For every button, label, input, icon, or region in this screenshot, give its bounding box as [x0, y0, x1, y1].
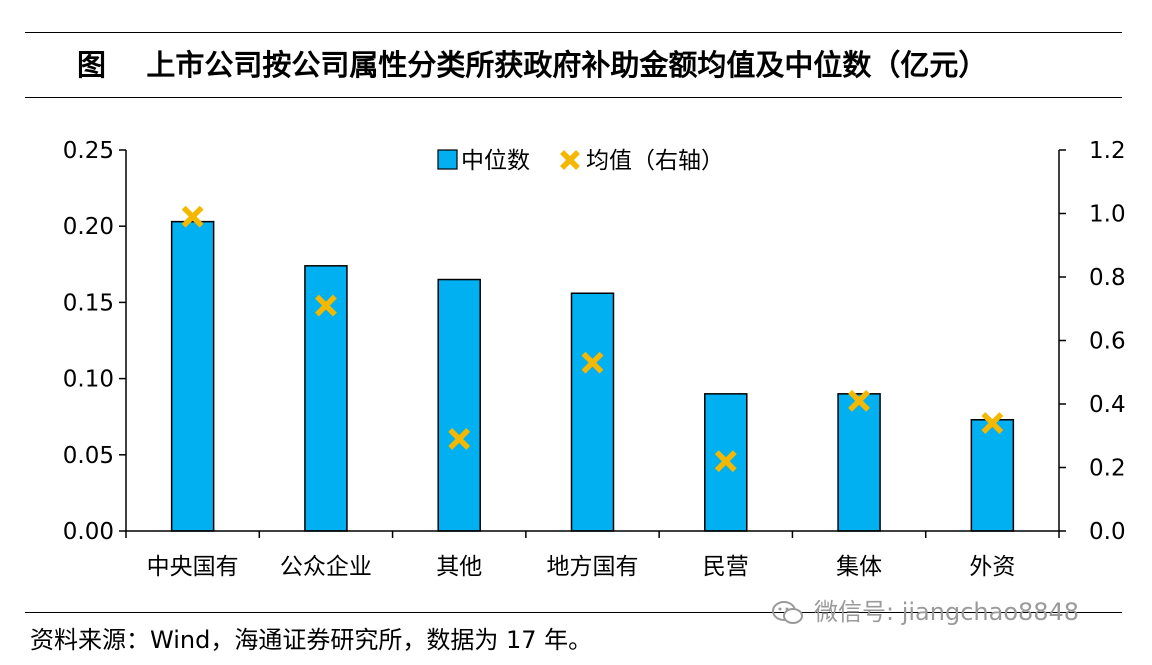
marker-stroke	[560, 150, 580, 170]
bar	[970, 418, 1015, 532]
bottom-rule	[25, 612, 1122, 613]
bar	[570, 292, 615, 532]
wechat-icon	[772, 601, 803, 624]
mean-marker	[181, 205, 204, 228]
left-tick-label: 0.25	[63, 138, 114, 164]
bar	[170, 220, 215, 532]
legend-marker-swatch	[560, 150, 580, 170]
right-tick-label: 1.0	[1089, 202, 1126, 228]
marker-stroke	[448, 427, 471, 450]
x-tick-label: 地方国有	[547, 554, 639, 580]
watermark: 微信号: jiangchao8848	[770, 592, 1079, 627]
x-tick-label: 公众企业	[280, 554, 372, 580]
left-tick-label: 0.10	[63, 367, 114, 393]
x-tick-label: 中央国有	[147, 554, 239, 580]
top-rule	[25, 32, 1122, 33]
right-tick-label: 1.2	[1089, 138, 1126, 164]
left-tick-label: 0.15	[63, 290, 114, 316]
x-tick-label: 集体	[836, 554, 882, 580]
left-tick-label: 0.20	[63, 214, 114, 240]
mean-marker	[581, 351, 604, 374]
right-tick-label: 0.8	[1089, 265, 1126, 291]
bar	[437, 278, 481, 532]
chart-canvas: 0.00 0.05 0.10 0.15 0.20 0.25 0.0 0.2 0.4 0.6 0.8 1…	[63, 138, 1126, 580]
left-tick-label: 0.00	[63, 519, 114, 545]
marker-stroke	[581, 351, 604, 374]
bar	[304, 265, 348, 532]
right-tick-label: 0.6	[1089, 329, 1126, 355]
marker-stroke	[981, 412, 1004, 434]
marker-stroke	[314, 294, 337, 317]
marker-stroke	[848, 389, 871, 412]
markers-group	[181, 205, 1004, 473]
mean-marker	[981, 412, 1004, 434]
right-tick-label: 0.4	[1089, 392, 1126, 418]
mean-marker	[714, 450, 737, 473]
watermark-text: 微信号: jiangchao8848	[814, 598, 1080, 626]
axes-group: 0.00 0.05 0.10 0.15 0.20 0.25 0.0 0.2 0.4 0.6 0.8 1…	[63, 138, 1126, 580]
left-tick-label: 0.05	[63, 443, 114, 469]
x-tick-label: 外资	[969, 554, 1015, 580]
title-rule	[25, 97, 1122, 98]
legend-bar-label: 中位数	[461, 148, 530, 174]
legend-bar-swatch	[437, 149, 458, 170]
mean-marker	[314, 294, 337, 317]
mean-marker	[848, 389, 871, 412]
bars-group	[170, 220, 1015, 532]
bar	[837, 393, 881, 532]
chart-title: 图 上市公司按公司属性分类所获政府补助金额均值及中位数（亿元）	[77, 48, 988, 82]
legend: 中位数 均值（右轴）	[437, 148, 724, 174]
mean-marker	[448, 427, 471, 450]
marker-stroke	[714, 450, 737, 473]
source-note: 资料来源：Wind，海通证券研究所，数据为 17 年。	[30, 626, 593, 654]
legend-marker-label: 均值（右轴）	[586, 148, 724, 174]
right-tick-label: 0.2	[1089, 456, 1126, 482]
x-tick-label: 民营	[703, 554, 749, 580]
x-tick-label: 其他	[436, 554, 482, 580]
marker-stroke	[181, 205, 204, 228]
right-tick-label: 0.0	[1089, 519, 1126, 545]
